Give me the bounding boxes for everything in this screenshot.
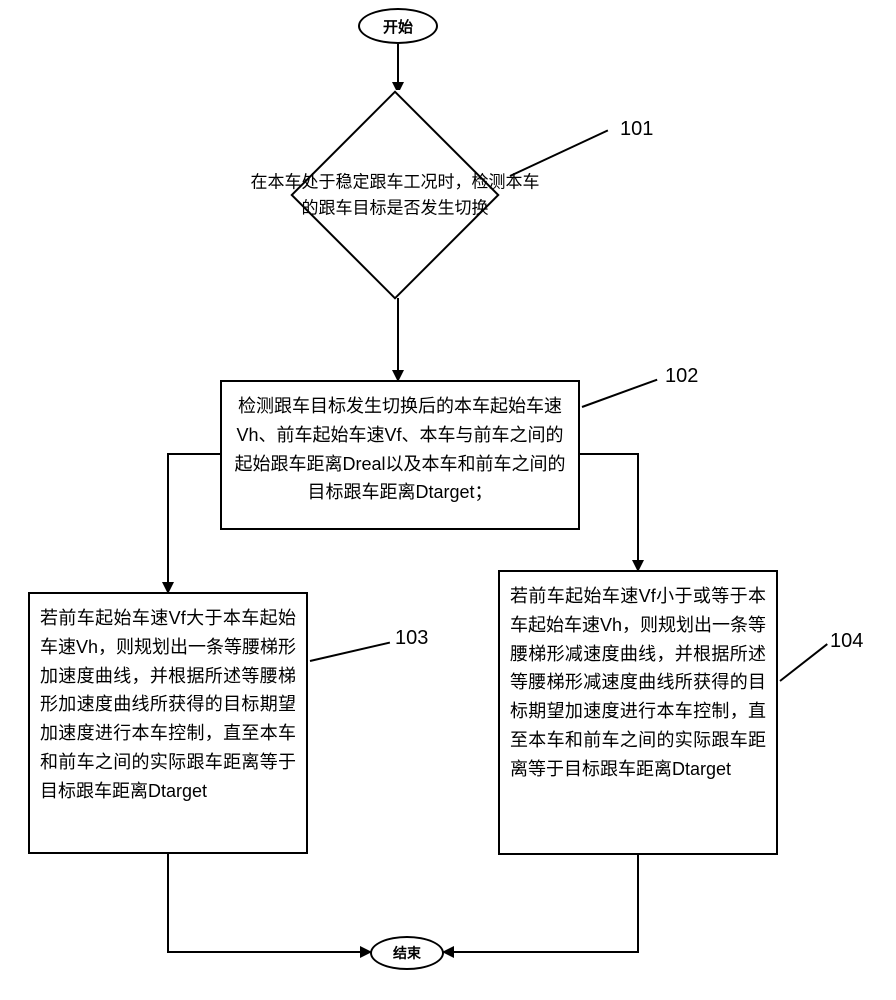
start-label: 开始: [383, 16, 413, 37]
edge-p1-p3-h: [580, 453, 638, 455]
edge-p3-end-h: [452, 951, 639, 953]
flowchart-process-102: 检测跟车目标发生切换后的本车起始车速Vh、前车起始车速Vf、本车与前车之间的起始…: [220, 380, 580, 530]
label-102: 102: [665, 365, 698, 388]
leader-103: [310, 642, 390, 662]
decision-text: 在本车处于稳定跟车工况时，检测本车的跟车目标是否发生切换: [248, 170, 542, 221]
edge-p1-p2-h: [168, 453, 220, 455]
leader-104: [779, 643, 828, 682]
edge-p3-end-v: [637, 855, 639, 953]
edge-p2-end-v: [167, 854, 169, 952]
edge-p1-p3-v: [637, 453, 639, 566]
leader-102: [582, 379, 658, 408]
flowchart-process-103: 若前车起始车速Vf大于本车起始车速Vh，则规划出一条等腰梯形加速度曲线，并根据所…: [28, 592, 308, 854]
process-103-text: 若前车起始车速Vf大于本车起始车速Vh，则规划出一条等腰梯形加速度曲线，并根据所…: [40, 608, 296, 801]
label-101: 101: [620, 118, 653, 141]
flowchart-start: 开始: [358, 8, 438, 44]
leader-101: [510, 129, 609, 176]
edge-decision-p1: [397, 298, 399, 378]
process-102-text: 检测跟车目标发生切换后的本车起始车速Vh、前车起始车速Vf、本车与前车之间的起始…: [234, 396, 565, 502]
edge-p1-p2-v: [167, 453, 169, 588]
edge-start-decision: [397, 44, 399, 86]
label-103: 103: [395, 627, 428, 650]
label-104: 104: [830, 630, 863, 653]
edge-p2-end-h: [167, 951, 365, 953]
end-label: 结束: [393, 943, 421, 963]
flowchart-end: 结束: [370, 936, 444, 970]
flowchart-decision: 在本车处于稳定跟车工况时，检测本车的跟车目标是否发生切换: [290, 90, 500, 300]
flowchart-process-104: 若前车起始车速Vf小于或等于本车起始车速Vh，则规划出一条等腰梯形减速度曲线，并…: [498, 570, 778, 855]
process-104-text: 若前车起始车速Vf小于或等于本车起始车速Vh，则规划出一条等腰梯形减速度曲线，并…: [510, 586, 766, 779]
